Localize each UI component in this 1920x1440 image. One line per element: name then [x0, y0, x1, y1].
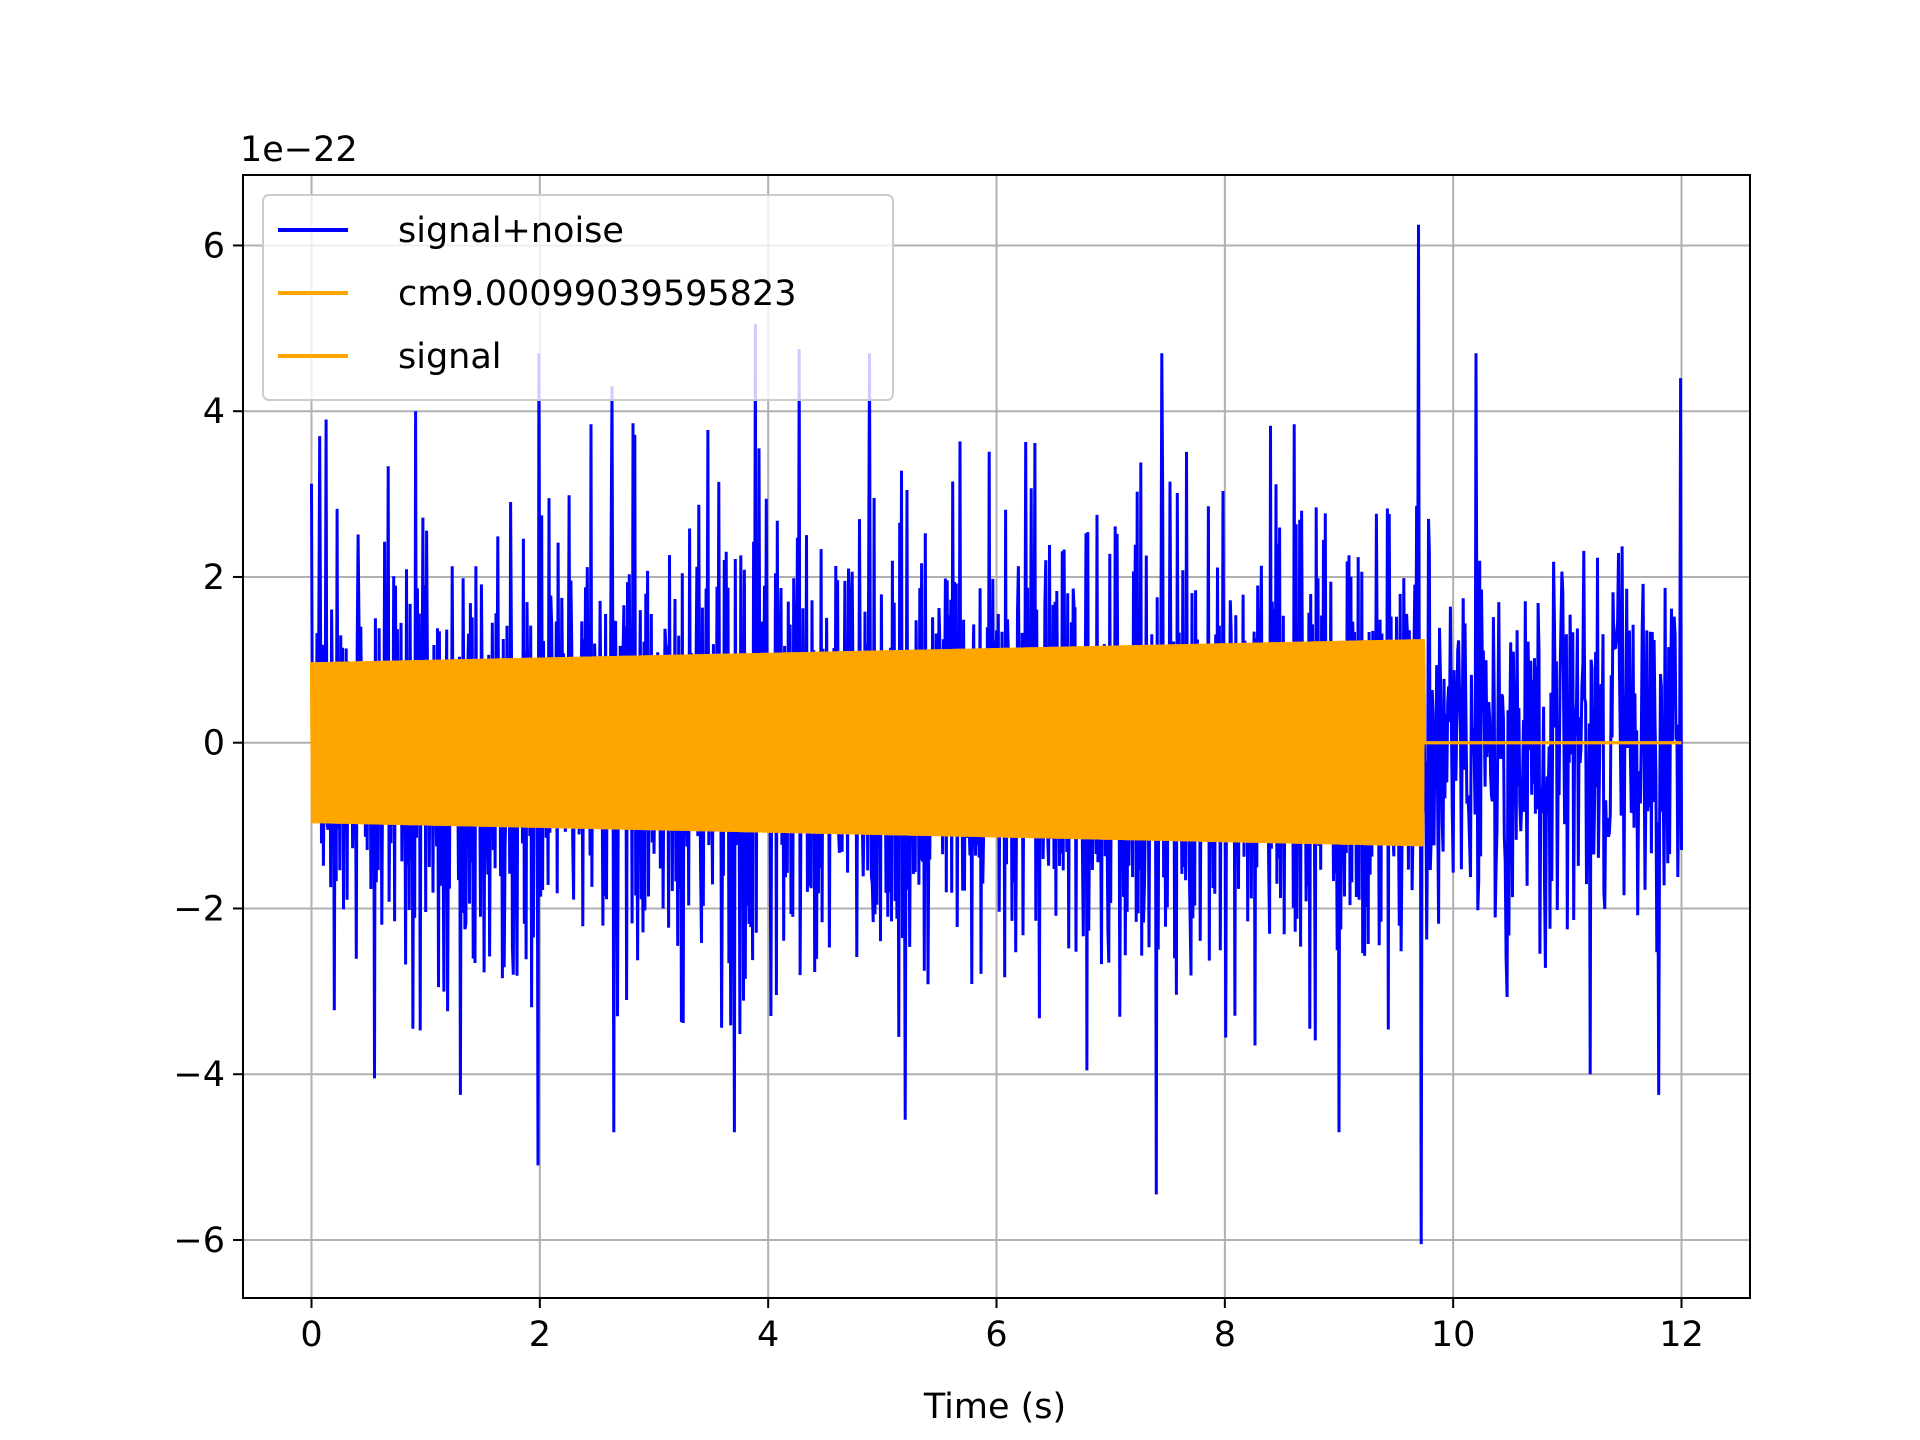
x-tick-label: 4	[757, 1315, 779, 1355]
y-tick-label: −6	[173, 1221, 225, 1261]
x-tick-label: 2	[529, 1315, 551, 1355]
y-tick-label: 4	[203, 392, 225, 432]
series-line-signal	[310, 639, 1682, 847]
plot-area	[310, 224, 1683, 1245]
y-tick-label: 0	[203, 724, 225, 764]
y-offset-label: 1e−22	[240, 130, 358, 170]
legend-label: cm9.00099039595823	[398, 274, 796, 314]
x-tick-label: 6	[985, 1315, 1007, 1355]
y-tick-label: 2	[203, 558, 225, 598]
legend-box	[262, 194, 894, 401]
legend-label: signal	[398, 337, 502, 377]
x-tick-label: 12	[1659, 1315, 1704, 1355]
y-tick-label: −2	[173, 889, 225, 929]
axis-ticks: 0 2 4 6 8 10 12 −6 −4 −2 0 2 4 6	[173, 226, 1703, 1355]
legend: signal+noise cm9.00099039595823 signal	[262, 194, 894, 401]
x-axis-label: Time (s)	[923, 1387, 1066, 1427]
y-tick-label: 6	[203, 226, 225, 266]
x-tick-label: 0	[300, 1315, 322, 1355]
legend-label: signal+noise	[398, 211, 624, 251]
x-tick-label: 10	[1431, 1315, 1476, 1355]
y-tick-label: −4	[173, 1055, 225, 1095]
x-tick-label: 8	[1214, 1315, 1236, 1355]
